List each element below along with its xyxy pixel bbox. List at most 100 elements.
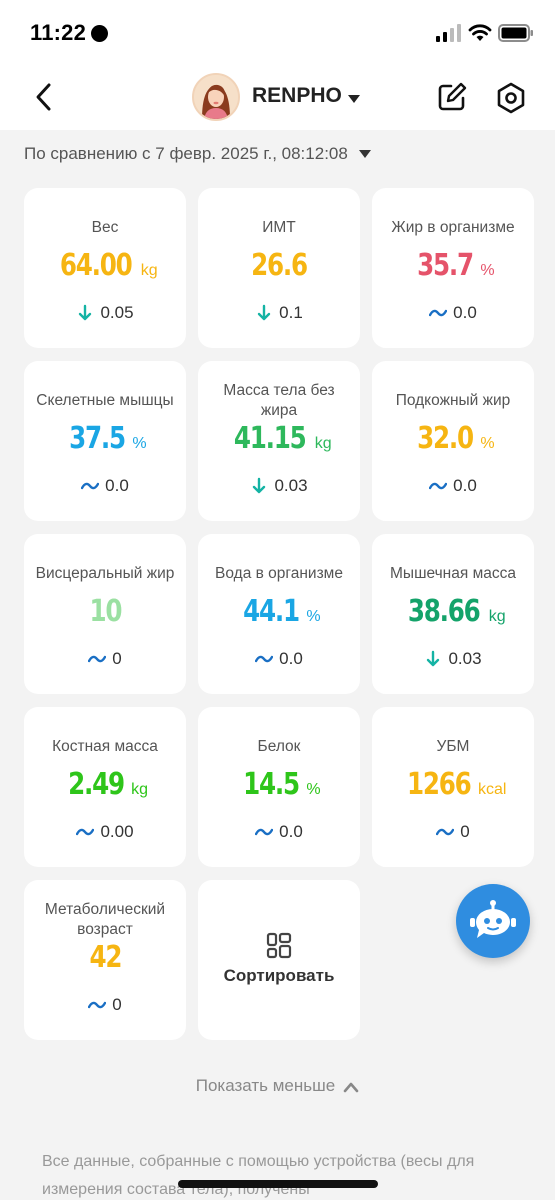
avatar[interactable] <box>192 73 240 121</box>
metric-number: 42 <box>89 940 122 975</box>
metric-label: Масса тела без жира <box>223 382 335 419</box>
metric-delta: 0.0 <box>453 476 477 495</box>
sort-grid-icon <box>266 932 292 959</box>
back-arrow-icon[interactable] <box>30 80 58 114</box>
wave-icon <box>76 828 95 836</box>
chevron-up-icon <box>343 1082 359 1092</box>
metric-value: 14.5% <box>198 767 360 802</box>
metric-delta: 0.03 <box>274 476 308 495</box>
metric-change: 0 <box>24 995 186 1015</box>
metric-card[interactable]: Висцеральный жир 10 0 <box>24 534 186 694</box>
metric-card[interactable]: Жир в организме 35.7% 0.0 <box>372 188 534 348</box>
metric-card[interactable]: Вода в организме 44.1% 0.0 <box>198 534 360 694</box>
sort-button[interactable]: Сортировать <box>198 880 360 1040</box>
metric-label: Висцеральный жир <box>35 565 175 582</box>
metric-number: 44.1 <box>243 594 300 629</box>
comparison-label: По сравнению с 7 февр. 2025 г., 08:12:08 <box>24 144 348 163</box>
metric-label: Вес <box>91 219 119 236</box>
metric-number: 10 <box>89 594 122 629</box>
metric-value: 10 <box>24 594 186 629</box>
metric-unit: % <box>306 608 321 625</box>
metric-card[interactable]: Вес 64.00 kg 0.05 <box>24 188 186 348</box>
metric-label: Подкожный жир <box>395 392 511 409</box>
metric-number: 37.5 <box>69 421 126 456</box>
metric-change: 0.0 <box>372 303 534 323</box>
metric-change: 0.03 <box>372 649 534 669</box>
metric-unit: % <box>306 781 321 798</box>
metric-label: Мышечная масса <box>390 565 516 582</box>
metric-number: 38.66 <box>408 594 481 629</box>
metric-delta: 0 <box>460 822 470 841</box>
metric-number: 41.15 <box>234 421 307 456</box>
wave-icon <box>429 482 448 490</box>
settings-icon[interactable] <box>495 82 527 114</box>
edit-icon[interactable] <box>437 82 467 112</box>
wave-icon <box>88 1001 107 1009</box>
metric-card[interactable]: Масса тела без жира 41.15 kg 0.03 <box>198 361 360 521</box>
metric-delta: 0 <box>112 995 122 1014</box>
metric-label: ИМТ <box>262 219 296 236</box>
recording-dot-icon <box>91 25 108 42</box>
metric-unit: % <box>132 435 147 452</box>
show-less-label: Показать меньше <box>195 1076 336 1095</box>
caret-down-icon[interactable] <box>347 94 361 104</box>
metric-value: 26.6 <box>198 248 360 283</box>
metric-delta: 0 <box>112 649 122 668</box>
arrow-down-icon <box>253 477 266 494</box>
metric-unit: kg <box>488 608 506 625</box>
metric-unit: kg <box>131 781 148 798</box>
metric-delta: 0.1 <box>279 303 303 322</box>
metric-value: 64.00 kg <box>24 248 186 283</box>
metric-delta: 0.05 <box>100 303 134 322</box>
metric-value: 41.15 kg <box>198 421 360 456</box>
disclaimer-text: Все данные, собранные с помощью устройст… <box>42 1153 475 1198</box>
metric-label: УБМ <box>436 738 470 755</box>
home-indicator <box>178 1180 378 1188</box>
wave-icon <box>88 655 107 663</box>
metric-number: 64.00 <box>60 248 133 283</box>
metric-change: 0.0 <box>372 476 534 496</box>
metric-number: 1266 <box>406 767 471 802</box>
metric-unit: kg <box>314 435 332 452</box>
metric-value: 44.1% <box>198 594 360 629</box>
show-less-button[interactable]: Показать меньше <box>0 1076 555 1096</box>
metric-change: 0 <box>372 822 534 842</box>
metric-value: 37.5% <box>24 421 186 456</box>
metric-card[interactable]: Метаболический возраст 42 0 <box>24 880 186 1040</box>
metric-label: Метаболический возраст <box>44 901 166 938</box>
metric-change: 0.0 <box>198 649 360 669</box>
metric-number: 32.0 <box>417 421 474 456</box>
metric-card[interactable]: Костная масса 2.49 kg 0.00 <box>24 707 186 867</box>
metric-delta: 0.0 <box>105 476 129 495</box>
metric-unit: % <box>480 435 495 452</box>
metric-number: 35.7 <box>417 248 474 283</box>
metric-card[interactable]: Белок 14.5% 0.0 <box>198 707 360 867</box>
comparison-selector[interactable]: По сравнению с 7 февр. 2025 г., 08:12:08 <box>24 144 372 164</box>
metric-change: 0 <box>24 649 186 669</box>
arrow-down-icon <box>79 304 92 321</box>
metric-unit: % <box>480 262 495 279</box>
metric-card[interactable]: Скелетные мышцы 37.5% 0.0 <box>24 361 186 521</box>
chatbot-icon <box>470 900 516 938</box>
wave-icon <box>255 828 274 836</box>
metric-card[interactable]: УБМ 1266 kcal 0 <box>372 707 534 867</box>
metric-value: 1266 kcal <box>372 767 534 802</box>
metric-change: 0.0 <box>198 822 360 842</box>
metric-label: Жир в организме <box>391 219 515 236</box>
metric-card[interactable]: ИМТ 26.6 0.1 <box>198 188 360 348</box>
status-time: 11:22 <box>30 20 87 45</box>
caret-down-icon <box>358 150 371 158</box>
profile-name[interactable]: RENPHO <box>252 84 342 107</box>
metric-card[interactable]: Мышечная масса 38.66 kg 0.03 <box>372 534 534 694</box>
metric-delta: 0.0 <box>279 649 303 668</box>
metric-delta: 0.00 <box>100 822 134 841</box>
metric-value: 42 <box>24 940 186 975</box>
metric-card[interactable]: Подкожный жир 32.0% 0.0 <box>372 361 534 521</box>
metric-unit: kg <box>140 262 158 279</box>
metric-change: 0.03 <box>198 476 360 496</box>
metric-label: Скелетные мышцы <box>36 392 174 409</box>
metric-change: 0.05 <box>24 303 186 323</box>
wave-icon <box>255 655 274 663</box>
chat-assistant-button[interactable] <box>456 884 530 958</box>
status-bar: 11:22 <box>0 0 555 68</box>
